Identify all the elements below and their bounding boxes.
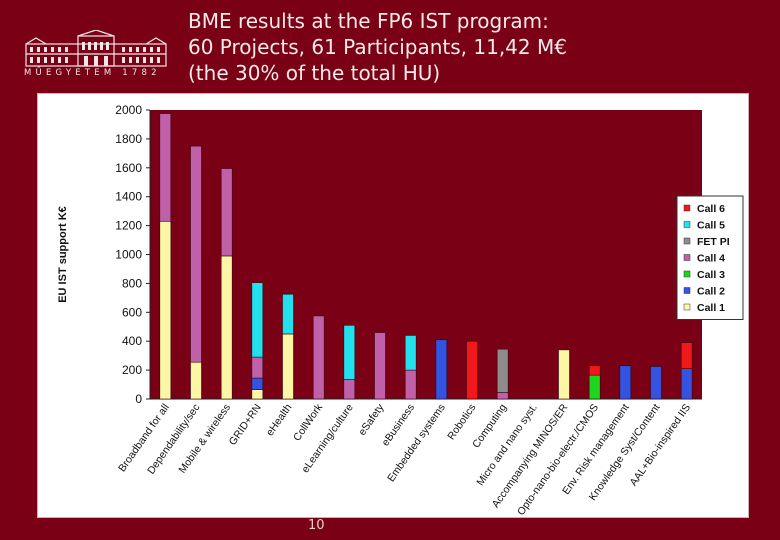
title-line-2: 60 Projects, 61 Participants, 11,42 M€ <box>188 35 567 59</box>
y-tick-label: 400 <box>122 334 142 348</box>
legend-swatch <box>683 221 691 228</box>
bar-segment <box>680 342 693 369</box>
title-line-3: (the 30% of the total HU) <box>188 61 441 85</box>
legend-swatch <box>683 254 691 261</box>
bar-segment <box>343 325 356 380</box>
bar-segment <box>588 365 601 376</box>
bar-segment <box>680 368 693 400</box>
bar-segment <box>251 377 264 390</box>
y-axis-title: EU IST support K€ <box>57 206 69 303</box>
y-tick-label: 2000 <box>115 103 142 117</box>
bar-segment <box>251 282 264 358</box>
y-tick-label: 0 <box>135 392 142 406</box>
legend-swatch <box>683 303 691 311</box>
legend-label: Call 1 <box>697 302 725 314</box>
bar-segment <box>190 361 202 400</box>
bme-logo <box>22 29 170 90</box>
bar-segment <box>343 379 356 400</box>
bar-segment <box>558 349 570 400</box>
stacked-bar-chart: 0 200 400 600 800 1000 1200 1400 1600 1800 2000 EU … <box>37 93 749 518</box>
y-tick-label: 600 <box>122 305 142 319</box>
y-tick-label: 1000 <box>115 248 142 262</box>
bar-segment <box>466 340 478 400</box>
y-tick-label: 1800 <box>115 132 142 146</box>
title-line-1: BME results at the FP6 IST program: <box>188 9 549 33</box>
bar-segment <box>159 113 172 222</box>
y-tick-label: 200 <box>122 363 142 377</box>
legend-label: Call 5 <box>697 220 725 232</box>
bar-segment <box>374 332 386 400</box>
legend-label: Call 6 <box>697 203 725 215</box>
bar-segment <box>220 168 233 257</box>
bar-segment <box>251 356 264 379</box>
legend-swatch <box>683 237 691 245</box>
legend-swatch <box>683 204 691 212</box>
bar-segment <box>404 369 417 400</box>
bar-segment <box>619 365 632 400</box>
bar-segment <box>496 348 509 393</box>
university-building-icon <box>25 29 167 67</box>
bar-segment <box>282 293 294 335</box>
bar-segment <box>282 333 294 400</box>
legend-label: Call 3 <box>697 269 725 281</box>
legend-swatch <box>683 287 691 294</box>
legend-label: Call 4 <box>697 253 725 265</box>
slide-title: BME results at the FP6 IST program: 60 P… <box>188 8 567 86</box>
bar-segment <box>496 392 509 400</box>
bar-segment <box>220 255 233 400</box>
page-number: 10 <box>308 518 325 533</box>
bar-segment <box>435 339 448 400</box>
bar-segment <box>251 389 264 400</box>
legend-swatch <box>683 270 691 278</box>
y-tick-label: 1400 <box>115 190 142 204</box>
bar-segment <box>588 374 601 400</box>
bar-segment <box>312 315 325 400</box>
legend-label: Call 2 <box>697 286 725 298</box>
bar-segment <box>190 145 202 363</box>
legend-label: FET PI <box>697 236 730 248</box>
chart-area: 0 200 400 600 800 1000 1200 1400 1600 1800 2000 EU … <box>37 93 749 518</box>
bar-segment <box>404 335 417 371</box>
logo-motto: MŰEGYETEM 1782 <box>24 68 161 78</box>
y-tick-label: 800 <box>122 276 142 290</box>
plot-background <box>150 110 702 399</box>
bar-segment <box>159 220 172 400</box>
y-tick-label: 1200 <box>115 219 142 233</box>
y-tick-label: 1600 <box>115 161 142 175</box>
bar-segment <box>650 366 662 400</box>
